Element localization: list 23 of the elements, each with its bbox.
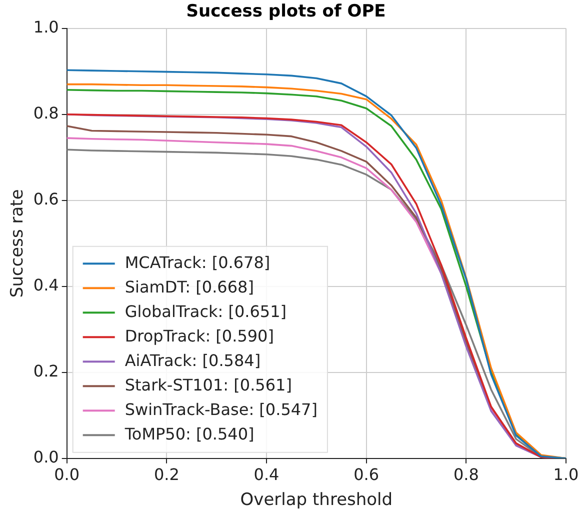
x-tick-label: 0.0	[54, 465, 80, 484]
x-tick-label: 0.4	[254, 465, 280, 484]
x-tick-label: 1.0	[553, 465, 579, 484]
x-tick-label: 0.8	[453, 465, 479, 484]
x-tick-label: 0.6	[354, 465, 380, 484]
chart-title: Success plots of OPE	[186, 2, 386, 22]
legend-label: GlobalTrack: [0.651]	[124, 302, 287, 321]
legend-label: Stark-ST101: [0.561]	[124, 375, 292, 394]
legend-label: DropTrack: [0.590]	[124, 326, 274, 346]
legend-label: AiATrack: [0.584]	[124, 350, 261, 370]
y-tick-label: 1.0	[33, 18, 59, 37]
x-axis-title: Overlap threshold	[240, 490, 393, 510]
legend-label: ToMP50: [0.540]	[124, 424, 254, 444]
legend-label: SwinTrack-Base: [0.547]	[124, 400, 318, 419]
y-axis-title: Success rate	[8, 189, 28, 298]
y-tick-label: 0.6	[33, 190, 59, 209]
legend-label: MCATrack: [0.678]	[124, 252, 270, 272]
y-tick-label: 0.2	[33, 362, 59, 381]
legend-label: SiamDT: [0.668]	[124, 277, 254, 296]
x-tick-label: 0.2	[154, 465, 180, 484]
y-tick-label: 0.4	[33, 276, 59, 295]
y-tick-label: 0.8	[33, 104, 59, 123]
y-tick-label: 0.0	[33, 448, 59, 467]
